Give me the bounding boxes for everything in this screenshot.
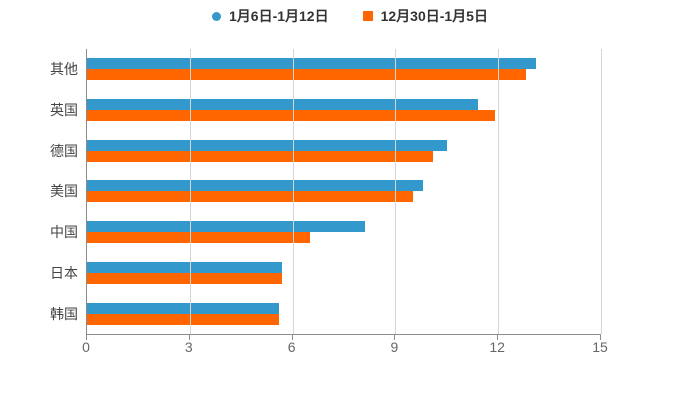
x-axis-tick-label: 9: [390, 339, 399, 355]
bar-group-7: [87, 293, 601, 334]
bar-series2-英国[interactable]: [87, 110, 495, 122]
legend: 1月6日-1月12日 12月30日-1月5日: [0, 6, 700, 26]
y-axis-label: 中国: [50, 224, 78, 241]
bar-rows: [87, 49, 601, 334]
gridline: [189, 49, 191, 334]
bar-series1-美国[interactable]: [87, 180, 423, 192]
bar-group-3: [87, 130, 601, 171]
y-axis-label: 美国: [50, 183, 78, 200]
bar-group-6: [87, 253, 601, 294]
bar-series2-日本[interactable]: [87, 272, 283, 284]
legend-label-series1: 1月6日-1月12日: [229, 8, 329, 24]
bar-group-2: [87, 90, 601, 131]
y-axis-label: 韩国: [50, 305, 78, 322]
bar-series2-中国[interactable]: [87, 232, 310, 244]
x-axis-tick-label: 0: [82, 339, 90, 355]
bar-series2-美国[interactable]: [87, 191, 413, 203]
bar-series2-德国[interactable]: [87, 150, 434, 162]
bar-series1-英国[interactable]: [87, 99, 478, 111]
x-axis-tick-label: 12: [489, 339, 505, 355]
legend-item-series2[interactable]: 12月30日-1月5日: [362, 6, 488, 26]
x-axis-tick-label: 15: [592, 339, 608, 355]
legend-square-icon: [362, 11, 373, 21]
x-axis-tick-label: 6: [287, 339, 296, 355]
bar-group-5: [87, 212, 601, 253]
gridline: [292, 49, 294, 334]
bar-group-1: [87, 49, 601, 90]
bar-series1-德国[interactable]: [87, 139, 447, 151]
y-axis-label: 德国: [50, 142, 78, 159]
gridline: [601, 49, 602, 334]
y-axis-labels: 其他英国德国美国中国日本韩国: [0, 49, 78, 334]
y-axis-label: 其他: [50, 61, 78, 78]
x-axis-tick: [497, 335, 499, 340]
x-axis-tick: [86, 335, 87, 340]
x-axis-tick: [600, 335, 601, 340]
y-axis-label: 英国: [50, 102, 78, 119]
x-axis-tick: [188, 335, 190, 340]
legend-item-series1[interactable]: 1月6日-1月12日: [212, 6, 329, 26]
plot-area: [86, 49, 602, 335]
x-axis-tick: [394, 335, 396, 340]
bar-series1-韩国[interactable]: [87, 302, 279, 314]
bar-series1-中国[interactable]: [87, 221, 365, 233]
x-axis-tick: [291, 335, 293, 340]
bar-series2-韩国[interactable]: [87, 313, 279, 325]
legend-label-series2: 12月30日-1月5日: [380, 8, 488, 24]
y-axis-label: 日本: [50, 264, 78, 281]
bar-series1-其他[interactable]: [87, 58, 536, 70]
legend-dot-icon: [212, 11, 221, 21]
gridline: [498, 49, 500, 334]
bar-series2-其他[interactable]: [87, 69, 526, 81]
x-axis-tick-label: 3: [184, 339, 193, 355]
bar-group-4: [87, 171, 601, 212]
x-axis-labels: 0 3 6 9 12 15: [82, 339, 608, 357]
gridline: [395, 49, 397, 334]
bar-series1-日本[interactable]: [87, 261, 283, 273]
